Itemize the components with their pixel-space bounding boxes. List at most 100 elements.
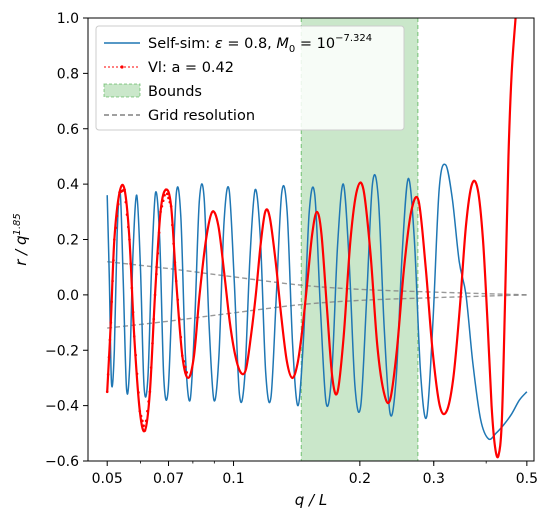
- vl-marker: [131, 310, 135, 314]
- y-tick-label: 0.0: [57, 288, 79, 304]
- vl-marker: [181, 354, 184, 358]
- vl-marker: [146, 409, 149, 413]
- vl-marker: [107, 355, 111, 359]
- x-tick-label: 0.05: [92, 471, 123, 487]
- vl-marker: [161, 199, 165, 203]
- x-tick-label: 0.5: [516, 471, 538, 487]
- vl-marker: [106, 373, 110, 376]
- y-tick-label: −0.4: [45, 399, 79, 415]
- vl-marker: [141, 419, 144, 423]
- y-axis-label: r / q1.85: [12, 213, 30, 266]
- legend-self-sim-m-exponent: −7.324: [335, 33, 372, 44]
- vl-marker: [123, 188, 126, 191]
- y-tick-label: 1.0: [57, 11, 79, 27]
- vl-marker: [135, 372, 139, 376]
- legend-self-sim-eps-value: = 0.8,: [223, 36, 277, 52]
- vl-marker: [129, 262, 132, 266]
- vl-marker: [176, 298, 180, 302]
- x-tick-label: 0.2: [349, 471, 371, 487]
- vl-marker: [185, 371, 189, 374]
- y-tick-label: −0.2: [45, 343, 79, 359]
- x-axis-label: q / L: [295, 491, 327, 509]
- grid-resolution-lower-line: [107, 294, 527, 329]
- legend-entry-self-sim: Self-sim: ε = 0.8, M0 = 10−7.324: [148, 33, 372, 55]
- vl-marker: [138, 409, 142, 413]
- y-tick-label: 0.8: [57, 66, 79, 82]
- x-tick-label: 0.3: [423, 471, 445, 487]
- vl-marker: [147, 400, 150, 403]
- vl-marker: [143, 429, 147, 432]
- legend-swatch-vl-marker: [120, 65, 124, 69]
- y-tick-label: 0.2: [57, 233, 79, 249]
- vl-marker: [172, 242, 175, 245]
- vl-marker: [115, 214, 119, 218]
- x-axis-ticks: 0.05 0.07 0.1 0.2 0.3 0.5: [92, 461, 538, 487]
- vl-marker: [174, 279, 178, 283]
- vl-marker: [167, 196, 170, 200]
- x-tick-label: 0.07: [153, 471, 184, 487]
- vl-marker: [182, 360, 186, 363]
- vl-marker: [151, 342, 154, 345]
- vl-marker: [126, 225, 130, 229]
- vl-marker: [169, 204, 173, 208]
- vl-marker: [109, 321, 113, 324]
- vl-marker: [179, 335, 183, 339]
- vl-marker: [152, 317, 156, 321]
- legend-self-sim-eps-symbol: ε: [215, 36, 223, 52]
- vl-marker: [183, 365, 187, 369]
- legend-entry-grid-resolution: Grid resolution: [148, 108, 255, 124]
- y-axis-label-base: r / q: [12, 235, 30, 265]
- y-axis-ticks: −0.6 −0.4 −0.2 0.0 0.2 0.4 0.6 0.8 1.0: [45, 11, 88, 470]
- vl-marker: [156, 252, 160, 255]
- x-tick-label: 0.1: [222, 471, 244, 487]
- legend-self-sim-prefix: Self-sim:: [148, 36, 215, 52]
- legend-self-sim-m-subscript: 0: [289, 44, 295, 55]
- y-tick-label: 0.6: [57, 122, 79, 138]
- legend-swatch-bounds: [103, 83, 141, 98]
- vl-marker: [149, 366, 153, 369]
- vl-marker: [165, 192, 169, 196]
- legend-self-sim-m-equals: = 10: [295, 36, 335, 52]
- vl-marker: [160, 204, 164, 208]
- vl-marker: [153, 293, 157, 297]
- vl-marker: [134, 353, 137, 357]
- y-tick-label: 0.4: [57, 177, 79, 193]
- vl-marker: [125, 213, 129, 216]
- vl-marker: [159, 210, 162, 214]
- vl-marker: [142, 424, 145, 427]
- series-vl-markers: [105, 188, 189, 432]
- vl-marker: [112, 258, 115, 262]
- vl-marker: [157, 231, 161, 234]
- vl-marker: [132, 335, 136, 338]
- vl-marker: [114, 226, 117, 230]
- vl-marker: [116, 202, 120, 206]
- legend-entry-vl: Vl: a = 0.42: [148, 60, 234, 76]
- vl-marker: [173, 261, 177, 264]
- vl-marker: [108, 338, 112, 342]
- vl-marker: [144, 419, 148, 423]
- vl-marker: [168, 200, 172, 204]
- vl-marker: [155, 272, 158, 276]
- legend-box: [95, 25, 405, 131]
- vl-marker: [111, 279, 114, 283]
- vl-marker: [113, 238, 116, 241]
- vl-marker: [171, 223, 174, 227]
- vl-marker: [177, 317, 181, 320]
- vl-marker: [105, 390, 109, 394]
- legend-entry-bounds: Bounds: [148, 84, 202, 100]
- vl-marker: [164, 188, 168, 191]
- vl-marker: [163, 193, 166, 197]
- vl-marker: [128, 238, 131, 241]
- vl-marker: [124, 200, 128, 204]
- vl-marker: [110, 300, 113, 304]
- legend-self-sim-m-symbol: M: [276, 36, 289, 52]
- legend: Self-sim: ε = 0.8, M0 = 10−7.324 Vl: a =…: [95, 25, 405, 131]
- vl-marker: [137, 391, 140, 394]
- y-axis-label-exponent: 1.85: [12, 213, 23, 235]
- grid-resolution-upper-line: [107, 260, 527, 296]
- y-tick-label: −0.6: [45, 454, 79, 470]
- vl-marker: [139, 414, 143, 418]
- series-self-sim-line: [106, 163, 528, 441]
- vl-marker: [130, 286, 134, 290]
